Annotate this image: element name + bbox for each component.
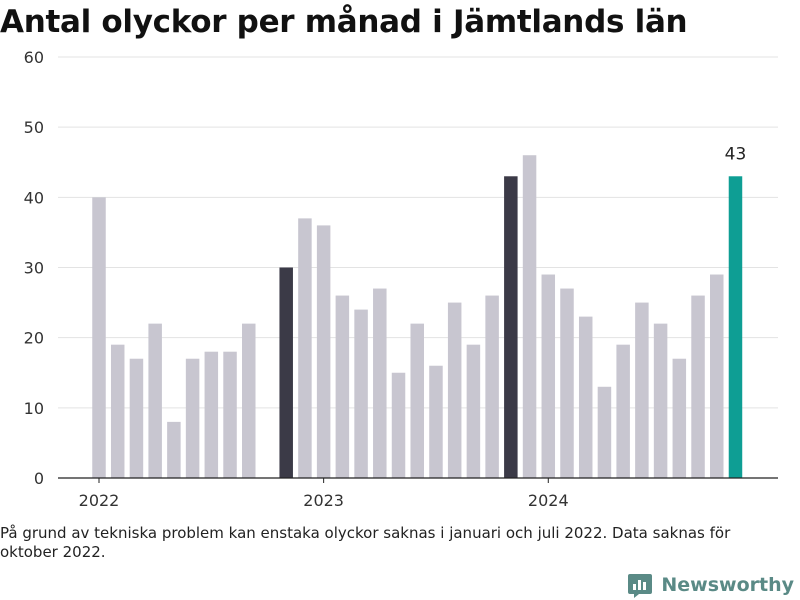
y-tick-label: 10 <box>24 399 44 418</box>
bar-2022-09 <box>242 323 256 478</box>
x-tick-label: 2022 <box>79 491 120 510</box>
bar-2024-06 <box>635 302 649 478</box>
data-label: 43 <box>725 144 747 164</box>
bar-2022-01 <box>92 197 106 478</box>
bar-2022-06 <box>185 358 200 478</box>
y-tick-label: 20 <box>24 329 44 348</box>
bar-2022-04 <box>148 323 162 478</box>
bar-2022-08 <box>223 351 237 478</box>
bar-2024-08 <box>672 358 687 478</box>
brand-name: Newsworthy <box>661 574 794 596</box>
bar-2024-02 <box>560 288 574 478</box>
bar-2023-11 <box>504 176 518 478</box>
bar-2024-09 <box>691 295 705 478</box>
y-tick-label: 40 <box>24 188 44 207</box>
bar-2023-03 <box>354 309 368 478</box>
y-tick-label: 60 <box>24 48 44 67</box>
bar-2023-06 <box>410 323 424 478</box>
x-tick-label: 2023 <box>303 491 344 510</box>
bar-2024-11 <box>728 176 743 478</box>
footnote: På grund av tekniska problem kan enstaka… <box>0 524 731 561</box>
x-axis-labels: 2022 2023 2024 <box>79 478 569 510</box>
bar-chart: 0 10 20 30 40 50 60 2022 2023 2024 43 <box>24 48 778 510</box>
newsworthy-logo-icon <box>628 574 653 598</box>
bar-2022-11 <box>279 267 293 478</box>
bar-2023-10 <box>485 295 499 478</box>
bar-2024-07 <box>653 323 668 478</box>
bar-2023-02 <box>335 295 350 478</box>
bar-2024-10 <box>710 274 724 478</box>
bar-2023-04 <box>373 288 387 478</box>
bar-2022-07 <box>204 351 219 478</box>
y-tick-label: 30 <box>24 259 44 278</box>
bars <box>92 155 743 479</box>
y-tick-label: 50 <box>24 118 44 137</box>
bar-2022-03 <box>129 358 144 478</box>
y-axis-labels: 0 10 20 30 40 50 60 <box>24 48 44 488</box>
bar-2022-12 <box>298 218 312 478</box>
bar-2024-01 <box>541 274 556 478</box>
bar-2023-05 <box>391 372 406 478</box>
bar-2024-04 <box>597 386 612 478</box>
bar-2024-05 <box>616 344 630 478</box>
bar-2023-08 <box>447 302 462 478</box>
bar-2022-02 <box>110 344 125 478</box>
x-tick-label: 2024 <box>528 491 569 510</box>
bar-2023-07 <box>429 365 443 478</box>
brand: Newsworthy <box>627 570 794 600</box>
data-labels: 43 <box>725 144 747 164</box>
bar-2023-01 <box>316 225 331 478</box>
bar-2023-12 <box>522 155 537 479</box>
bar-2024-03 <box>578 316 593 478</box>
chart-title: Antal olyckor per månad i Jämtlands län <box>0 4 688 40</box>
bar-2023-09 <box>466 344 481 478</box>
bar-2022-05 <box>167 421 181 478</box>
y-tick-label: 0 <box>34 469 44 488</box>
